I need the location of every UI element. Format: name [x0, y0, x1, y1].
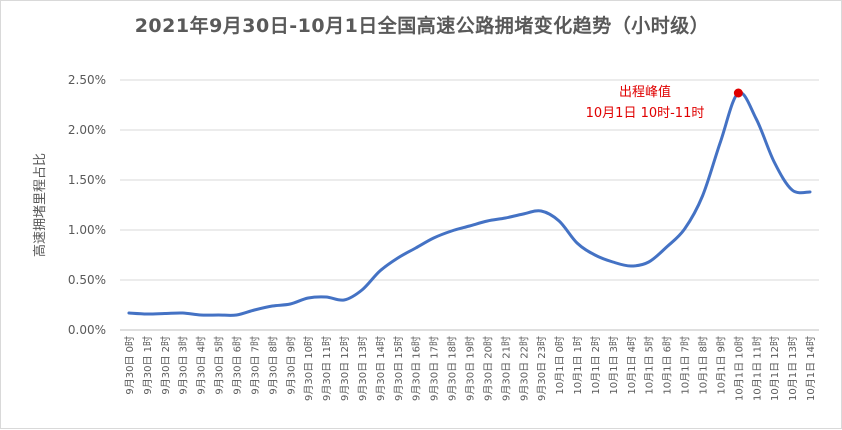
x-tick-label: 9月30日 9时 — [285, 336, 297, 395]
x-tick-label: 10月1日 5时 — [644, 336, 656, 395]
y-tick-label: 0.00% — [68, 323, 106, 337]
x-tick-label: 10月1日 8时 — [698, 336, 710, 395]
x-tick-label: 9月30日 5时 — [214, 336, 226, 395]
x-tick-label: 9月30日 7时 — [249, 336, 261, 395]
x-tick-label: 9月30日 23时 — [536, 336, 548, 401]
x-tick-label: 9月30日 1时 — [142, 336, 154, 395]
y-axis-title: 高速拥堵里程占比 — [32, 153, 48, 257]
x-tick-label: 9月30日 17时 — [429, 336, 441, 401]
x-tick-label: 9月30日 12时 — [339, 336, 351, 401]
x-tick-label: 9月30日 19时 — [465, 336, 477, 401]
y-tick-label: 0.50% — [68, 273, 106, 287]
y-tick-label: 1.00% — [68, 223, 106, 237]
x-tick-label: 9月30日 2时 — [160, 336, 172, 395]
chart-title: 2021年9月30日-10月1日全国高速公路拥堵变化趋势（小时级） — [134, 15, 710, 37]
x-tick-label: 10月1日 3时 — [608, 336, 620, 395]
x-tick-label: 9月30日 14时 — [375, 336, 387, 401]
x-tick-label: 10月1日 9时 — [715, 336, 727, 395]
x-tick-label: 10月1日 11时 — [751, 336, 763, 401]
y-tick-label: 2.50% — [68, 73, 106, 87]
x-tick-label: 10月1日 1时 — [572, 336, 584, 395]
peak-marker — [733, 88, 743, 98]
x-tick-label: 10月1日 10时 — [733, 336, 745, 401]
y-tick-label: 2.00% — [68, 123, 106, 137]
x-tick-label: 9月30日 22时 — [518, 336, 530, 401]
x-tick-label: 10月1日 7时 — [680, 336, 692, 395]
x-tick-label: 10月1日 12时 — [769, 336, 781, 401]
x-tick-label: 10月1日 13时 — [787, 336, 799, 401]
annotation-label: 10月1日 10时-11时 — [586, 106, 705, 121]
x-tick-label: 9月30日 18时 — [447, 336, 459, 401]
x-tick-label: 9月30日 15时 — [393, 336, 405, 401]
x-tick-label: 9月30日 16时 — [411, 336, 423, 401]
x-tick-label: 10月1日 6时 — [662, 336, 674, 395]
x-tick-label: 9月30日 21时 — [500, 336, 512, 401]
y-tick-label: 1.50% — [68, 173, 106, 187]
x-tick-label: 10月1日 14时 — [805, 336, 817, 401]
x-tick-label: 9月30日 13时 — [357, 336, 369, 401]
x-tick-label: 10月1日 0时 — [554, 336, 566, 395]
x-tick-label: 9月30日 6时 — [232, 336, 244, 395]
x-tick-label: 9月30日 0时 — [124, 336, 136, 395]
x-tick-label: 9月30日 3时 — [178, 336, 190, 395]
x-tick-label: 10月1日 2时 — [590, 336, 602, 395]
x-tick-label: 9月30日 10时 — [303, 336, 315, 401]
x-tick-label: 9月30日 4时 — [196, 336, 208, 395]
x-tick-label: 9月30日 8时 — [267, 336, 279, 395]
x-tick-label: 9月30日 20时 — [482, 336, 494, 401]
x-tick-label: 9月30日 11时 — [321, 336, 333, 401]
series-line — [127, 91, 812, 317]
x-tick-label: 10月1日 4时 — [626, 336, 638, 395]
annotation-label: 出程峰值 — [619, 84, 671, 100]
